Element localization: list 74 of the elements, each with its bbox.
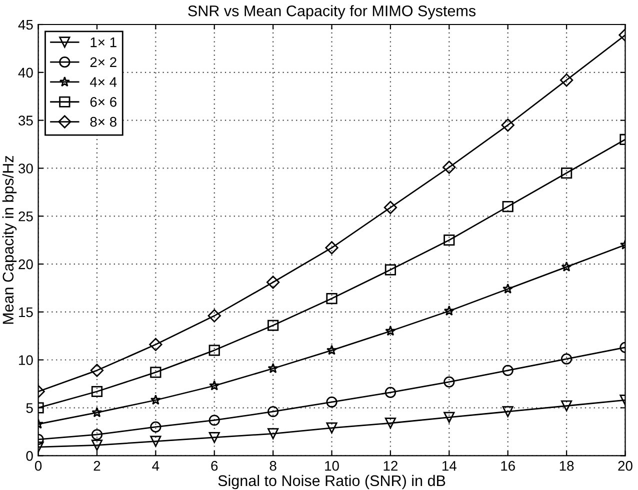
legend-label: 6× 6 bbox=[90, 97, 116, 107]
y-tick-label: 20 bbox=[18, 259, 33, 270]
legend-label: 8× 8 bbox=[90, 116, 116, 127]
x-tick-label: 4 bbox=[152, 461, 160, 471]
x-tick-label: 2 bbox=[94, 460, 100, 471]
point bbox=[502, 283, 514, 294]
point bbox=[384, 418, 396, 429]
point bbox=[268, 406, 279, 418]
point bbox=[501, 118, 514, 132]
point bbox=[268, 428, 279, 440]
chart-title: SNR vs Mean Capacity for MIMO Systems bbox=[188, 5, 476, 20]
point bbox=[384, 386, 396, 398]
point bbox=[325, 241, 338, 254]
point bbox=[92, 407, 102, 418]
x-tick-label: 16 bbox=[501, 460, 515, 471]
y-axis-title: Mean Capacity in bps/Hz bbox=[2, 156, 17, 324]
point bbox=[208, 344, 220, 356]
point bbox=[208, 432, 220, 444]
y-tick-label: 25 bbox=[18, 211, 33, 222]
point bbox=[91, 440, 103, 451]
point bbox=[502, 201, 514, 212]
point bbox=[444, 305, 454, 316]
point bbox=[442, 160, 456, 174]
x-tick-label: 8 bbox=[270, 460, 276, 471]
point bbox=[90, 364, 104, 378]
point bbox=[444, 234, 455, 246]
point bbox=[444, 376, 455, 388]
y-tick-label: 45 bbox=[18, 20, 33, 30]
point bbox=[209, 380, 220, 390]
point bbox=[91, 386, 103, 398]
point bbox=[208, 309, 221, 322]
x-tick-label: 12 bbox=[384, 460, 398, 471]
point bbox=[266, 276, 280, 289]
point bbox=[91, 429, 103, 440]
point bbox=[384, 200, 398, 214]
y-tick-label: 30 bbox=[18, 164, 33, 174]
x-tick-label: 18 bbox=[560, 460, 574, 471]
x-tick-label: 20 bbox=[618, 460, 632, 471]
point bbox=[502, 406, 514, 418]
y-tick-label: 15 bbox=[19, 307, 33, 318]
point bbox=[208, 414, 220, 426]
point bbox=[502, 364, 514, 376]
x-tick-label: 14 bbox=[442, 461, 456, 471]
x-tick-label: 10 bbox=[325, 460, 339, 471]
point bbox=[326, 292, 338, 304]
point bbox=[560, 353, 572, 364]
point bbox=[268, 362, 278, 374]
point bbox=[384, 264, 396, 276]
x-tick-label: 6 bbox=[211, 460, 218, 471]
legend-label: 4× 4 bbox=[90, 77, 117, 87]
point bbox=[560, 400, 572, 412]
legend-label: 2× 2 bbox=[90, 57, 116, 67]
point bbox=[326, 344, 338, 355]
y-tick-label: 10 bbox=[19, 355, 33, 366]
point bbox=[560, 167, 572, 179]
point bbox=[326, 422, 338, 434]
y-tick-label: 0 bbox=[26, 451, 33, 461]
point bbox=[560, 73, 574, 87]
point bbox=[150, 366, 162, 378]
point bbox=[444, 412, 455, 423]
point bbox=[150, 394, 161, 405]
point bbox=[149, 338, 162, 352]
point bbox=[268, 320, 279, 331]
point bbox=[326, 396, 338, 408]
point bbox=[150, 436, 162, 447]
point bbox=[150, 421, 162, 433]
x-axis-title: Signal to Noise Ratio (SNR) in dB bbox=[218, 474, 446, 490]
x-tick-label: 0 bbox=[34, 460, 42, 471]
point bbox=[385, 326, 396, 336]
point bbox=[561, 261, 572, 272]
y-tick-label: 35 bbox=[18, 116, 33, 126]
y-tick-label: 40 bbox=[18, 68, 33, 78]
y-tick-label: 5 bbox=[26, 403, 33, 413]
legend-label: 1× 1 bbox=[90, 38, 116, 48]
